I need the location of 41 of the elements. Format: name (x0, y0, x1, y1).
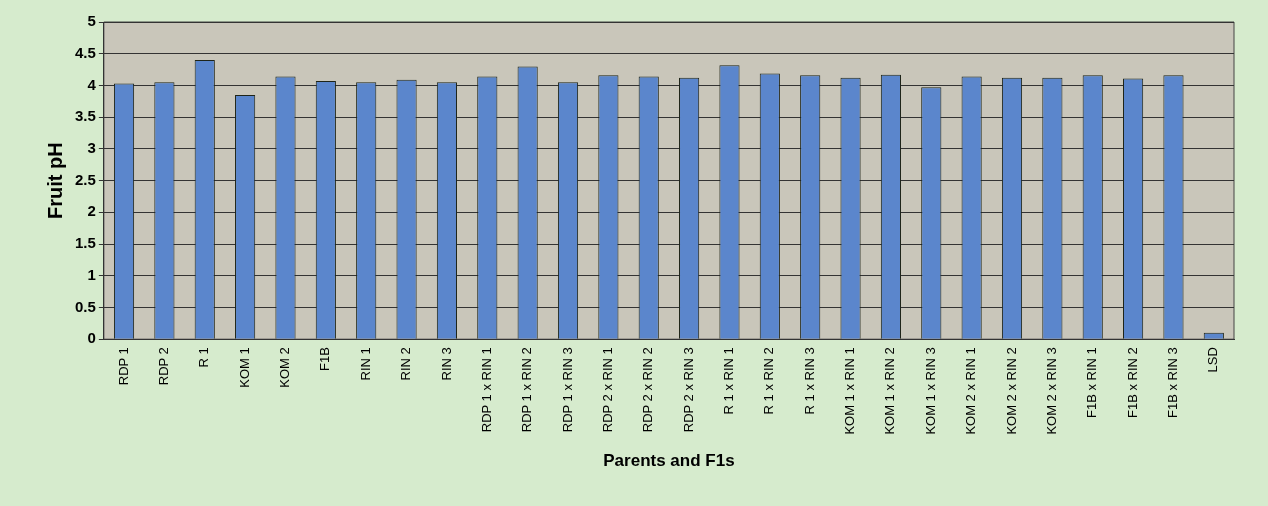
x-tick-label: RIN 2 (398, 347, 414, 381)
x-tick-label: RIN 1 (357, 347, 373, 381)
x-tick-label: KOM 1 (236, 347, 252, 388)
y-axis-title: Fruit pH (43, 142, 66, 219)
y-tick-label: 2.5 (74, 170, 96, 188)
x-tick-label: RDP 1 x RIN 2 (519, 347, 535, 433)
y-tick-label: 0 (87, 329, 96, 347)
x-tick-label: R 1 (196, 347, 212, 368)
x-tick-label: LSD (1205, 347, 1221, 373)
y-tick-label: 1 (87, 265, 96, 283)
x-tick-label: RDP 1 x RIN 3 (559, 347, 575, 433)
y-tick-label: 2 (87, 202, 96, 220)
x-tick-label: KOM 2 x RIN 1 (963, 347, 979, 435)
x-tick-label: RDP 1 (115, 347, 131, 386)
x-tick-label: RIN 3 (438, 347, 454, 381)
y-tick-label: 4.5 (74, 43, 96, 61)
x-tick-label: F1B x RIN 3 (1165, 347, 1181, 418)
y-tick-label: 0.5 (74, 297, 96, 315)
x-tick-label: R 1 x RIN 3 (801, 347, 817, 415)
x-tick-label: KOM 1 x RIN 1 (842, 347, 858, 435)
x-tick-label: KOM 2 (277, 347, 293, 388)
x-tick-label: RDP 2 (155, 347, 171, 386)
y-tick-label: 3.5 (74, 107, 96, 125)
x-tick-label: RDP 2 x RIN 2 (640, 347, 656, 433)
x-axis-title: Parents and F1s (603, 451, 735, 471)
x-tick-label: KOM 2 x RIN 3 (1043, 347, 1059, 435)
x-tick-label: RDP 2 x RIN 3 (680, 347, 696, 433)
y-tick-label: 5 (87, 12, 96, 30)
x-tick-label: F1B (317, 347, 333, 372)
x-tick-label: F1B x RIN 1 (1084, 347, 1100, 418)
x-tick-label: R 1 x RIN 2 (761, 347, 777, 415)
y-tick-label: 4 (87, 75, 97, 93)
x-tick-label: R 1 x RIN 1 (721, 347, 737, 415)
x-tick-label: RDP 2 x RIN 1 (599, 347, 615, 433)
x-tick-label: RDP 1 x RIN 1 (478, 347, 494, 433)
y-tick-label: 3 (87, 139, 96, 157)
x-tick-label: KOM 1 x RIN 3 (922, 347, 938, 435)
x-tick-label: KOM 1 x RIN 2 (882, 347, 898, 435)
x-tick-label: KOM 2 x RIN 2 (1003, 347, 1019, 435)
y-tick-label: 1.5 (74, 234, 96, 252)
x-tick-label: F1B x RIN 2 (1124, 347, 1140, 418)
